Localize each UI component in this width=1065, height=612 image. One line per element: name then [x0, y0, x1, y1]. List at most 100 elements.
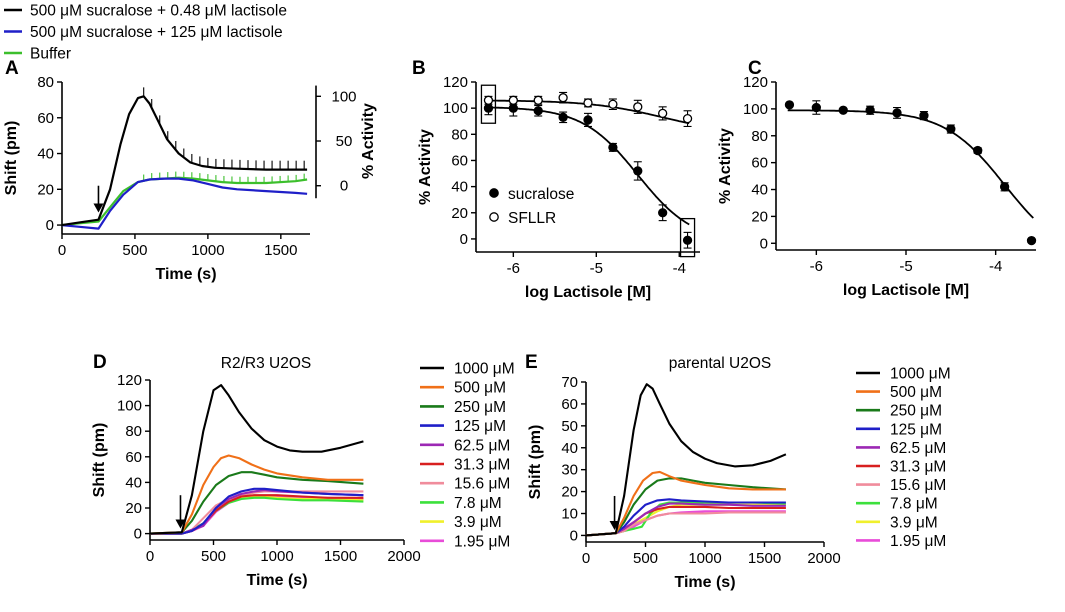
B-data-point: [483, 95, 494, 105]
E-y-tick-label: 20: [561, 484, 578, 501]
E-x-tick-label: 2000: [807, 550, 840, 567]
E-y-tick-label: 0: [570, 527, 578, 544]
B-y-tick-label: 40: [451, 179, 468, 196]
legend-label: 500 μM sucralose + 0.48 μM lactisole: [30, 3, 287, 20]
D-x-tick-label: 2000: [387, 548, 420, 565]
B-y-tick-label: 120: [443, 74, 468, 91]
C-data-point: [838, 105, 848, 115]
B-data-point: [558, 112, 568, 122]
panel-letter-a: A: [5, 58, 19, 79]
B-y-tick-label: 60: [451, 152, 468, 169]
E-legend-label: 1000 μM: [890, 366, 951, 383]
E-x-tick-label: 1000: [688, 550, 721, 567]
D-legend-label: 31.3 μM: [454, 457, 510, 474]
E-legend-label: 250 μM: [890, 403, 942, 420]
A-x-tick-label: 1000: [191, 242, 224, 259]
panel-letter-b: B: [412, 58, 426, 79]
B-data-point: [483, 103, 494, 113]
B-x-tick-label: -6: [507, 260, 520, 277]
B-y-axis-title: % Activity: [417, 129, 434, 205]
E-x-tick-label: 0: [582, 550, 590, 567]
E-legend-label: 1.95 μM: [890, 533, 946, 550]
D-legend-label: 15.6 μM: [454, 476, 510, 493]
B-data-point: [558, 93, 568, 103]
E-x-axis-title: Time (s): [674, 574, 735, 591]
C-data-point: [973, 145, 983, 156]
B-y-tick-label: 100: [443, 100, 468, 117]
C-x-tick-label: -5: [899, 258, 912, 275]
B-data-point: [633, 166, 643, 176]
D-legend-label: 250 μM: [454, 399, 506, 416]
C-x-axis-title: log Lactisole [M]: [843, 282, 969, 299]
E-series-line: [585, 477, 786, 537]
B-y-tick-label: 20: [451, 205, 468, 222]
E-series-line: [585, 502, 786, 537]
B-x-axis-title: log Lactisole [M]: [525, 284, 651, 301]
C-y-tick-label: 0: [760, 235, 768, 252]
E-arrow-icon: [609, 520, 620, 530]
C-data-point: [892, 108, 902, 118]
panel-letter-e: E: [525, 352, 538, 373]
A-x-tick-label: 1500: [264, 242, 297, 259]
A-x-tick-label: 500: [122, 242, 147, 259]
B-x-tick-label: -4: [673, 260, 686, 277]
D-legend-label: 62.5 μM: [454, 437, 510, 454]
B-data-point: [633, 102, 643, 112]
B-data-point: [533, 106, 543, 116]
D-series-line: [150, 487, 364, 535]
E-x-tick-label: 500: [633, 550, 658, 567]
A-arrow-icon: [93, 203, 104, 213]
C-y-tick-label: 40: [751, 182, 768, 199]
D-y-tick-label: 40: [125, 474, 142, 491]
E-y-tick-label: 70: [561, 374, 578, 391]
B-legend-label: SFLLR: [508, 210, 556, 227]
A-right-axis-title: % Activity: [360, 103, 377, 179]
D-series-line: [149, 384, 364, 535]
A-x-tick-label: 0: [58, 242, 66, 259]
B-legend-marker: [489, 212, 499, 222]
B-data-point: [583, 115, 593, 125]
E-legend-label: 62.5 μM: [890, 440, 946, 457]
A-y-tick-label: 20: [37, 181, 54, 198]
D-x-tick-label: 1500: [324, 548, 357, 565]
C-y-tick-label: 60: [751, 155, 768, 172]
C-y-tick-label: 20: [751, 208, 768, 225]
D-series-line: [149, 454, 364, 535]
B-data-point: [682, 113, 693, 124]
B-data-point: [608, 99, 618, 109]
E-y-axis-title: Shift (pm): [527, 425, 544, 500]
D-x-axis-title: Time (s): [246, 572, 307, 589]
B-x-tick-label: -5: [590, 260, 603, 277]
C-data-point: [784, 100, 795, 110]
A-right-tick-label: 0: [340, 178, 348, 195]
B-data-point: [508, 103, 518, 113]
D-y-tick-label: 0: [134, 526, 142, 543]
D-legend-label: 1000 μM: [454, 361, 515, 378]
C-data-point: [1026, 235, 1037, 246]
C-data-point: [811, 102, 821, 113]
A-right-tick-label: 50: [336, 133, 353, 150]
C-data-point: [946, 124, 956, 134]
D-y-tick-label: 60: [125, 449, 142, 466]
D-y-tick-label: 120: [117, 372, 142, 389]
D-y-axis-title: Shift (pm): [91, 423, 108, 498]
E-legend-label: 15.6 μM: [890, 477, 946, 494]
B-data-point: [682, 235, 693, 245]
D-legend: 1000 μM 500 μM 250 μM 125 μM 62.5 μM 31.3 μM 1…: [420, 361, 515, 550]
D-legend-label: 125 μM: [454, 418, 506, 435]
panel-c: -6 -5 -4 0 20 40 60 80 100 120 log Lactisole [M] % …: [717, 74, 1037, 299]
D-legend-label: 3.9 μM: [454, 514, 502, 531]
E-y-tick-label: 50: [561, 418, 578, 435]
A-series-line: [61, 95, 308, 227]
D-legend-label: 500 μM: [454, 380, 506, 397]
C-y-tick-label: 80: [751, 128, 768, 145]
B-highlight-box: [480, 84, 497, 124]
E-y-tick-label: 40: [561, 440, 578, 457]
A-x-axis-title: Time (s): [155, 266, 216, 283]
C-y-axis-title: % Activity: [717, 128, 734, 204]
E-legend-label: 125 μM: [890, 421, 942, 438]
E-series-line: [585, 383, 787, 537]
